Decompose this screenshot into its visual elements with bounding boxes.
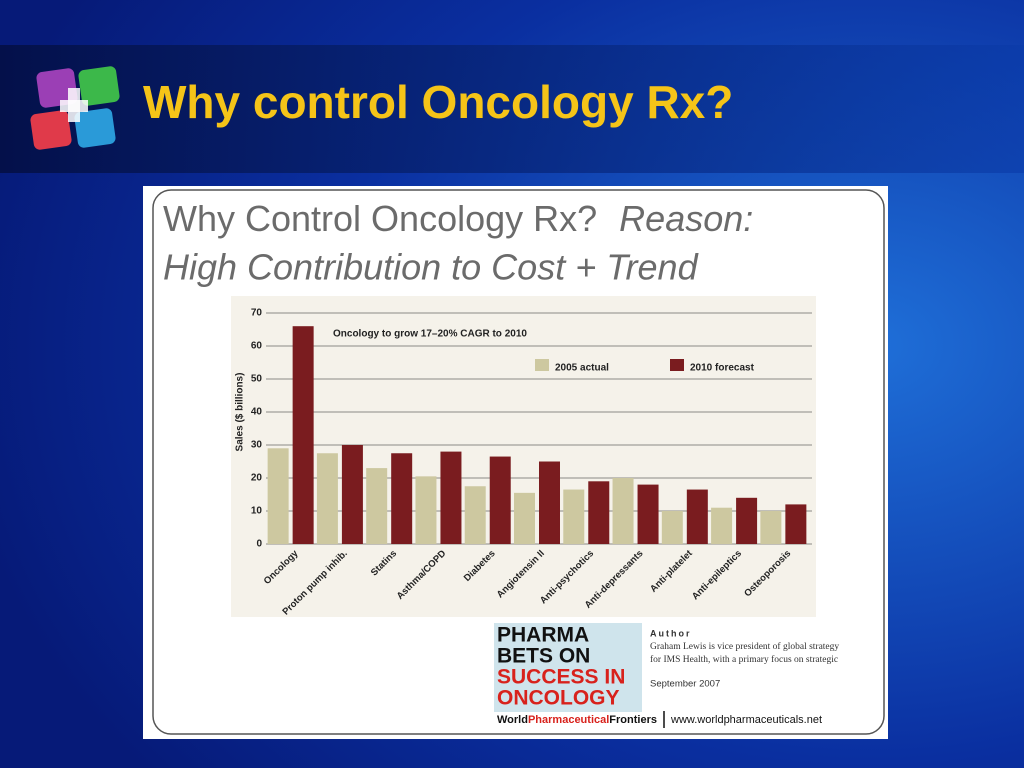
bar <box>637 484 659 544</box>
y-axis-label: Sales ($ billions) <box>235 373 246 452</box>
bar <box>588 481 610 544</box>
panel-border <box>152 189 885 735</box>
author-heading: Author <box>650 628 692 638</box>
y-tick-label: 0 <box>256 539 262 550</box>
bar <box>760 511 782 544</box>
y-tick-label: 30 <box>251 440 263 451</box>
bar <box>711 507 733 544</box>
date: September 2007 <box>650 679 720 690</box>
author-text: Graham Lewis is vice president of global… <box>650 641 839 652</box>
author-text: for IMS Health, with a primary focus on … <box>650 654 838 665</box>
y-tick-label: 10 <box>251 506 263 517</box>
bar <box>785 504 807 544</box>
cover-line: PHARMA <box>497 624 589 647</box>
legend-label: 2010 forecast <box>690 363 755 374</box>
cover-text: PHARMA BETS ON SUCCESS IN ONCOLOGY <box>497 624 625 710</box>
legend-swatch <box>535 359 549 371</box>
bar <box>539 461 560 544</box>
bar <box>366 468 388 544</box>
bar <box>563 489 585 544</box>
y-tick-label: 70 <box>251 308 263 319</box>
bar <box>489 456 511 544</box>
brand-part: Frontiers <box>609 714 657 726</box>
y-tick-label: 50 <box>251 374 263 385</box>
slide-title: Why control Oncology Rx? <box>143 76 733 128</box>
bar <box>661 511 683 544</box>
y-tick-label: 40 <box>251 407 263 418</box>
bar <box>440 451 462 544</box>
bar <box>736 497 758 544</box>
cover-line: ONCOLOGY <box>497 687 620 710</box>
cover-line: SUCCESS IN <box>497 666 625 689</box>
legend-label: 2005 actual <box>555 363 609 374</box>
logo <box>30 66 120 150</box>
panel-heading: Why Control Oncology Rx? Reason: <box>163 198 753 239</box>
bar <box>267 448 289 544</box>
heading-text: Why Control Oncology Rx? <box>163 198 597 239</box>
bar <box>292 326 314 544</box>
bar <box>341 445 363 544</box>
chart-annotation: Oncology to grow 17–20% CAGR to 2010 <box>333 329 527 340</box>
y-tick-label: 20 <box>251 473 263 484</box>
bar <box>686 489 708 544</box>
heading-italic: Reason: <box>619 198 753 239</box>
y-tick-label: 60 <box>251 341 263 352</box>
bar <box>514 492 535 544</box>
brand-part: Pharmaceutical <box>528 714 609 726</box>
cover-line: BETS ON <box>497 645 590 668</box>
bar <box>415 476 437 544</box>
brand-part: World <box>497 714 528 726</box>
bar <box>316 453 338 544</box>
bar <box>391 453 413 544</box>
panel-subheading: High Contribution to Cost + Trend <box>163 247 699 288</box>
title-band <box>0 45 1024 173</box>
book-cover <box>494 623 642 712</box>
brand: WorldPharmaceuticalFrontiers <box>497 714 657 726</box>
bar <box>464 486 486 544</box>
url: www.worldpharmaceuticals.net <box>670 714 822 726</box>
bar <box>612 478 634 544</box>
legend-swatch <box>670 359 684 371</box>
